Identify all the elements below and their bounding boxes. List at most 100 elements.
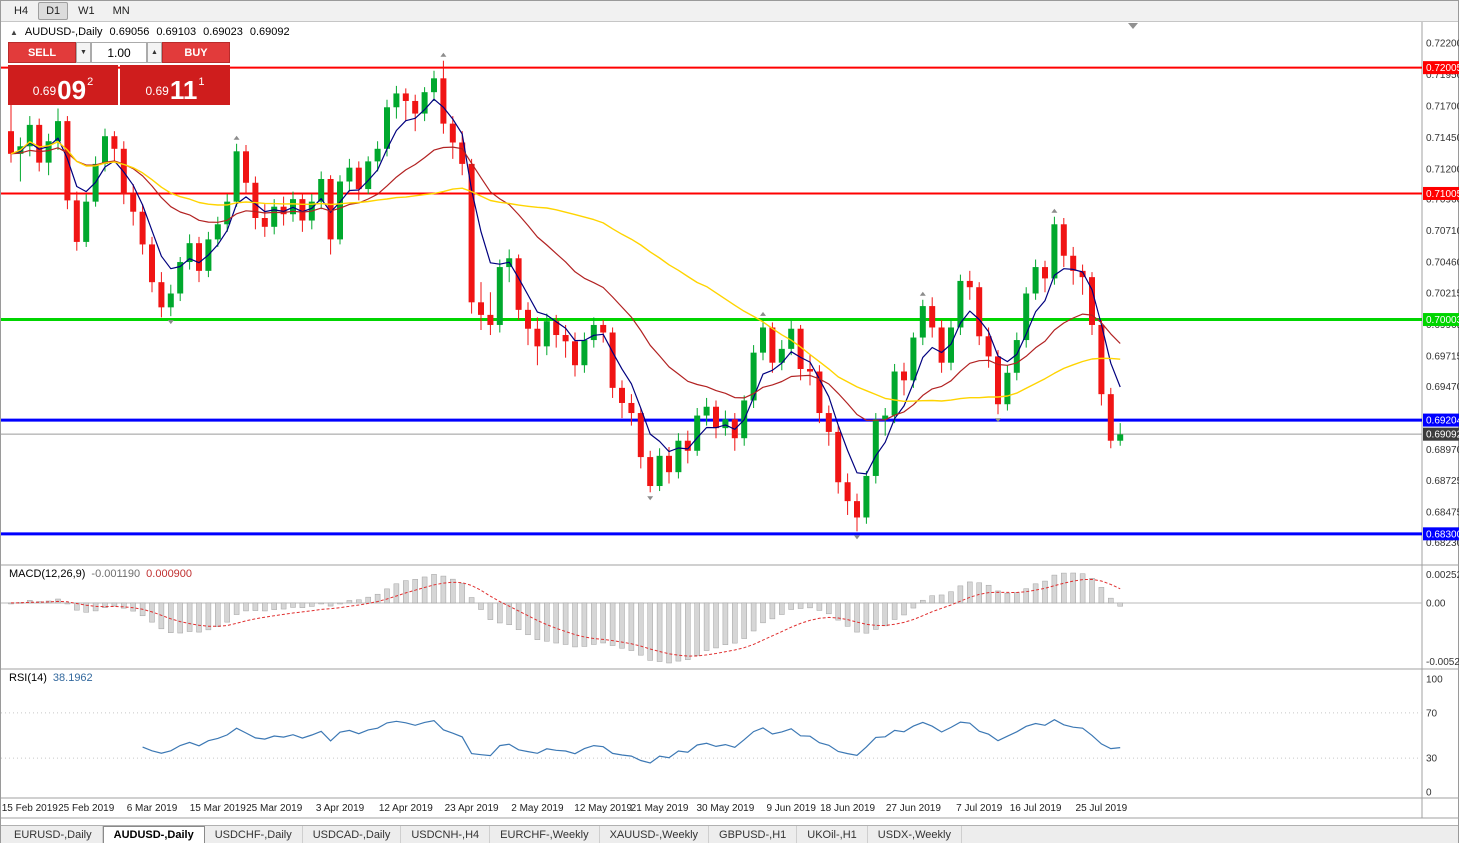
svg-text:70: 70 (1426, 708, 1438, 719)
svg-text:2 May 2019: 2 May 2019 (511, 803, 564, 814)
svg-text:15 Mar 2019: 15 Mar 2019 (190, 803, 247, 814)
support-resistance-lines (1, 66, 1422, 536)
lot-size-field[interactable]: 1.00 (91, 42, 147, 63)
svg-text:0.70215: 0.70215 (1426, 288, 1459, 299)
chart-shift-marker (1128, 23, 1138, 29)
svg-text:25 Mar 2019: 25 Mar 2019 (246, 803, 303, 814)
chart-tab-ukoil[interactable]: UKOil-,H1 (797, 826, 868, 843)
svg-text:-0.00523: -0.00523 (1426, 657, 1459, 668)
macd-axis: 0.00252 0.00 -0.00523 (1426, 570, 1459, 668)
svg-text:9 Jun 2019: 9 Jun 2019 (766, 803, 816, 814)
rsi-line (142, 719, 1121, 764)
svg-text:0: 0 (1426, 788, 1432, 799)
macd-signal-line (10, 578, 1121, 657)
timeframe-button-h4[interactable]: H4 (14, 5, 29, 17)
svg-text:0.00252: 0.00252 (1426, 570, 1459, 581)
chart-tab-eurusd[interactable]: EURUSD-,Daily (4, 826, 103, 843)
svg-text:12 May 2019: 12 May 2019 (574, 803, 632, 814)
buy-price-box[interactable]: 0.69 11 1 (120, 65, 230, 105)
ma-slow-line (10, 140, 1121, 402)
ma-mid-line (10, 146, 1121, 421)
svg-text:0.71700: 0.71700 (1426, 102, 1459, 113)
ohlc-low: 0.69023 (203, 26, 243, 38)
buy-price-base: 0.69 (145, 84, 169, 98)
collapse-trade-panel-icon[interactable]: ▲ (10, 27, 18, 37)
svg-text:18 Jun 2019: 18 Jun 2019 (820, 803, 875, 814)
ohlc-open: 0.69056 (109, 26, 150, 38)
svg-text:0.72200: 0.72200 (1426, 39, 1459, 50)
svg-text:30 May 2019: 30 May 2019 (696, 803, 754, 814)
lot-decrease-button[interactable]: ▼ (76, 42, 91, 63)
svg-text:0.71005: 0.71005 (1426, 189, 1459, 200)
sell-price-box[interactable]: 0.69 09 2 (8, 65, 118, 105)
chart-tab-xauusd[interactable]: XAUUSD-,Weekly (600, 826, 710, 843)
ma-fast-line (10, 98, 1121, 475)
price-tags: 0.72005 0.71005 0.70003 0.69204 0.68300 0.690… (1423, 61, 1459, 541)
lot-increase-button[interactable]: ▲ (147, 42, 162, 63)
macd-main-value: -0.001190 (91, 568, 141, 580)
svg-text:0.72005: 0.72005 (1426, 63, 1459, 74)
svg-text:0.69715: 0.69715 (1426, 351, 1459, 362)
rsi-indicator-label: RSI(14) 38.1962 (9, 672, 93, 684)
chart-tab-bar: EURUSD-,Daily AUDUSD-,Daily USDCHF-,Daily U… (1, 825, 1458, 843)
svg-text:12 Apr 2019: 12 Apr 2019 (379, 803, 433, 814)
price-axis: 0.72200 0.71950 0.71700 0.71450 0.71200 0.709… (1426, 39, 1459, 550)
symbol-period-label: AUDUSD-,Daily (24, 26, 103, 38)
chart-tab-usdchf[interactable]: USDCHF-,Daily (205, 826, 303, 843)
rsi-name: RSI(14) (9, 672, 47, 684)
svg-text:0.69470: 0.69470 (1426, 382, 1459, 393)
buy-price-point: 1 (198, 76, 205, 88)
sell-price-pips: 09 (57, 74, 87, 105)
svg-text:0.70710: 0.70710 (1426, 226, 1459, 237)
svg-text:16 Jul 2019: 16 Jul 2019 (1010, 803, 1062, 814)
chart-tab-eurchf[interactable]: EURCHF-,Weekly (490, 826, 600, 843)
svg-text:0.68970: 0.68970 (1426, 445, 1459, 456)
svg-text:0.68725: 0.68725 (1426, 476, 1459, 487)
trade-panel-prices: 0.69 09 2 0.69 11 1 (8, 65, 230, 105)
svg-text:6 Mar 2019: 6 Mar 2019 (127, 803, 178, 814)
fractal-markers (167, 52, 1058, 540)
chart-title: ▲ AUDUSD-,Daily 0.69056 0.69103 0.69023 … (10, 26, 290, 38)
rsi-value: 38.1962 (52, 672, 93, 684)
timeframe-button-mn[interactable]: MN (112, 5, 130, 17)
svg-text:23 Apr 2019: 23 Apr 2019 (445, 803, 499, 814)
svg-text:15 Feb 2019: 15 Feb 2019 (2, 803, 59, 814)
sell-button[interactable]: SELL (8, 42, 76, 63)
sell-price-base: 0.69 (32, 84, 57, 98)
trade-panel-controls: SELL ▼ 1.00 ▲ BUY (8, 42, 230, 63)
svg-text:21 May 2019: 21 May 2019 (631, 803, 689, 814)
timeframe-buttons: H4 D1 W1 MN (6, 2, 138, 20)
svg-text:30: 30 (1426, 754, 1438, 765)
chart-tab-usdcad[interactable]: USDCAD-,Daily (303, 826, 402, 843)
chart-tab-audusd[interactable]: AUDUSD-,Daily (102, 826, 205, 843)
svg-text:7 Jul 2019: 7 Jul 2019 (956, 803, 1003, 814)
ohlc-close: 0.69092 (249, 26, 290, 38)
macd-signal-value: 0.000900 (146, 568, 193, 580)
svg-text:27 Jun 2019: 27 Jun 2019 (886, 803, 941, 814)
svg-text:25 Jul 2019: 25 Jul 2019 (1076, 803, 1128, 814)
svg-text:25 Feb 2019: 25 Feb 2019 (58, 803, 115, 814)
svg-text:0.70960: 0.70960 (1426, 195, 1459, 206)
buy-button[interactable]: BUY (162, 42, 230, 63)
candles-series (8, 60, 1124, 532)
rsi-level-lines (1, 712, 1422, 759)
svg-text:0.71450: 0.71450 (1426, 133, 1459, 144)
one-click-trading-panel: SELL ▼ 1.00 ▲ BUY 0.69 09 2 0.69 11 1 (8, 42, 230, 105)
timeframe-button-d1[interactable]: D1 (38, 2, 69, 20)
sell-price-point: 2 (87, 76, 94, 88)
ohlc-high: 0.69103 (156, 26, 197, 38)
chart-tab-usdx[interactable]: USDX-,Weekly (868, 826, 962, 843)
chart-tab-usdcnh[interactable]: USDCNH-,H4 (401, 826, 491, 843)
timeframe-toolbar: H4 D1 W1 MN (1, 1, 1458, 22)
svg-text:0.71950: 0.71950 (1426, 70, 1459, 81)
svg-text:0.69092: 0.69092 (1426, 430, 1459, 441)
buy-price-pips: 11 (169, 74, 198, 105)
svg-text:0.68230: 0.68230 (1426, 538, 1459, 549)
svg-text:0.68300: 0.68300 (1426, 529, 1459, 540)
macd-name: MACD(12,26,9) (9, 568, 86, 580)
svg-text:0.00: 0.00 (1426, 598, 1446, 609)
chart-tab-gbpusd[interactable]: GBPUSD-,H1 (709, 826, 798, 843)
timeframe-button-w1[interactable]: W1 (78, 5, 95, 17)
